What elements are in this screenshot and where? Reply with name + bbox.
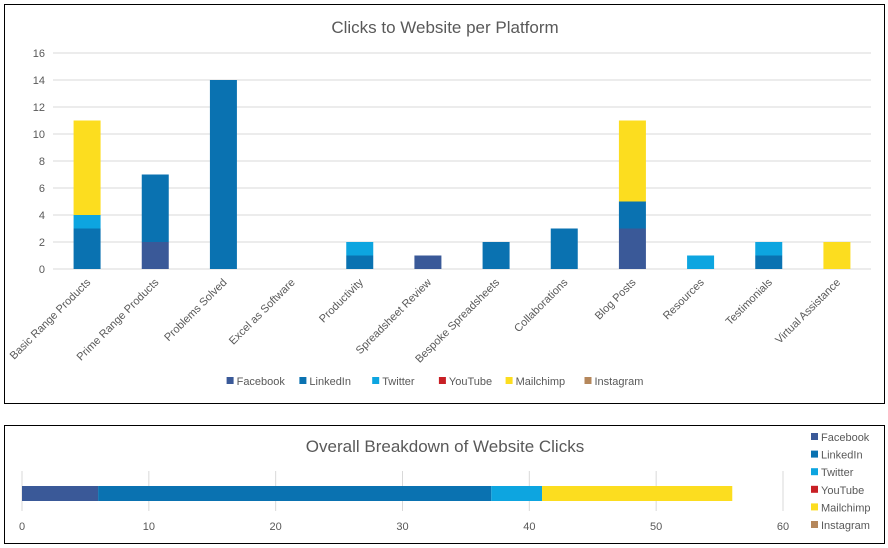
y-tick-label: 6 xyxy=(39,183,45,195)
bar-linkedin xyxy=(755,255,783,269)
legend-label: Facebook xyxy=(237,376,286,388)
legend-swatch-mailchimp xyxy=(505,377,513,384)
x-tick-label: Virtual Assistance xyxy=(773,277,843,347)
bar-linkedin xyxy=(618,201,646,229)
bar-linkedin xyxy=(141,174,169,242)
bar-twitter xyxy=(491,486,543,501)
overall-breakdown-chart: Overall Breakdown of Website Clicks 0 10 2… xyxy=(4,425,885,544)
legend-label: Instagram xyxy=(595,376,644,388)
legend-swatch-twitter xyxy=(372,377,380,384)
legend-swatch-twitter xyxy=(811,468,818,476)
legend-label: Mailchimp xyxy=(821,502,871,514)
x-tick-label: Collaborations xyxy=(512,276,571,335)
bar-facebook xyxy=(22,486,99,501)
x-tick-label: Resources xyxy=(661,276,707,322)
y-tick-label: 0 xyxy=(39,264,45,276)
bar-linkedin xyxy=(73,228,101,269)
bar-linkedin xyxy=(209,80,237,269)
bar-linkedin xyxy=(346,255,374,269)
x-tick-label: 0 xyxy=(19,521,25,533)
x-tick-label: 60 xyxy=(777,521,789,533)
y-tick-label: 16 xyxy=(33,48,45,60)
x-tick-label: 10 xyxy=(143,521,155,533)
x-tick-label: Excel as Software xyxy=(227,277,298,348)
legend-label: LinkedIn xyxy=(309,376,351,388)
legend-label: YouTube xyxy=(449,376,492,388)
x-tick-label: Problems Solved xyxy=(162,277,229,344)
y-tick-label: 8 xyxy=(39,156,45,168)
x-tick-label: 50 xyxy=(650,521,662,533)
bar-twitter xyxy=(73,215,101,229)
x-tick-label: 30 xyxy=(396,521,408,533)
x-tick-label: Spreadsheet Review xyxy=(354,277,434,357)
bar-mailchimp xyxy=(542,486,733,501)
x-tick-label: Blog Posts xyxy=(593,276,639,322)
bar-twitter xyxy=(346,242,374,256)
x-tick-label: 40 xyxy=(523,521,535,533)
legend-label: Mailchimp xyxy=(516,376,566,388)
chart-title: Overall Breakdown of Website Clicks xyxy=(306,437,584,456)
clicks-per-platform-svg: Clicks to Website per Platform 0 2 4 6 8 10 12… xyxy=(8,18,871,388)
legend-swatch-linkedin xyxy=(811,450,818,458)
bar-facebook xyxy=(414,255,442,269)
clicks-per-platform-chart: Clicks to Website per Platform 0 2 4 6 8 10 12… xyxy=(4,4,885,404)
bar-twitter xyxy=(687,255,715,269)
chart-title: Clicks to Website per Platform xyxy=(331,18,558,37)
x-tick-label: Testimonials xyxy=(724,276,776,328)
bar-mailchimp xyxy=(618,120,646,202)
y-tick-label: 14 xyxy=(33,75,45,87)
overall-breakdown-svg: Overall Breakdown of Website Clicks 0 10 2… xyxy=(19,432,871,533)
bar-linkedin xyxy=(482,242,510,269)
bar-mailchimp xyxy=(73,120,101,215)
y-tick-label: 2 xyxy=(39,237,45,249)
legend-swatch-facebook xyxy=(226,377,234,384)
bar-linkedin xyxy=(98,486,492,501)
legend-label: Twitter xyxy=(821,467,854,479)
y-tick-label: 4 xyxy=(39,210,45,222)
legend-swatch-instagram xyxy=(811,521,818,528)
legend-label: Instagram xyxy=(821,520,870,532)
legend-label: Twitter xyxy=(382,376,415,388)
bar-facebook xyxy=(141,242,169,269)
legend-swatch-facebook xyxy=(811,433,818,440)
legend-swatch-youtube xyxy=(811,485,818,493)
legend-label: LinkedIn xyxy=(821,450,863,462)
legend-swatch-instagram xyxy=(584,377,592,384)
legend-label: Facebook xyxy=(821,432,870,444)
x-tick-label: 20 xyxy=(270,521,282,533)
legend-swatch-linkedin xyxy=(299,377,307,384)
bar-facebook xyxy=(618,228,646,269)
legend-swatch-mailchimp xyxy=(811,503,818,511)
bar-linkedin xyxy=(550,228,578,269)
y-tick-label: 12 xyxy=(33,102,45,114)
legend-swatch-youtube xyxy=(438,377,446,384)
legend-label: YouTube xyxy=(821,485,864,497)
bar-mailchimp xyxy=(823,242,851,269)
bar-twitter xyxy=(755,242,783,256)
y-tick-label: 10 xyxy=(33,129,45,141)
x-tick-label: Productivity xyxy=(317,276,366,325)
